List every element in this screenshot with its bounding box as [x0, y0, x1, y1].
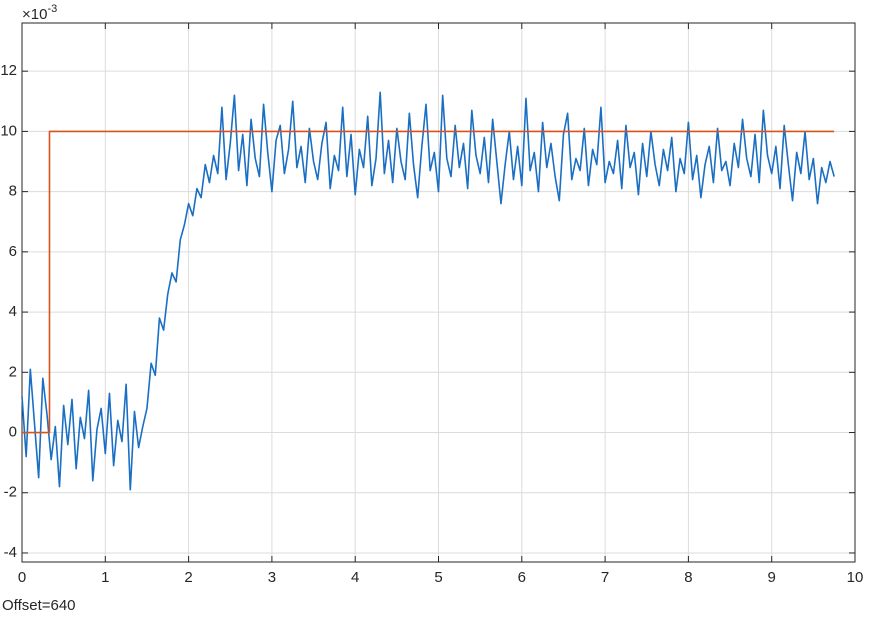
x-tick-label: 4	[351, 569, 359, 586]
y-multiplier: ×10-3	[22, 3, 57, 23]
multiplier-exponent: -3	[47, 3, 57, 15]
x-tick-label: 1	[101, 569, 109, 586]
x-tick-label: 3	[268, 569, 276, 586]
y-tick-label: 12	[0, 62, 17, 79]
x-tick-label: 9	[768, 569, 776, 586]
y-tick-label: -2	[4, 484, 17, 501]
y-tick-label: 2	[9, 363, 17, 380]
y-tick-label: 4	[9, 303, 17, 320]
y-tick-label: -4	[4, 544, 17, 561]
x-tick-label: 10	[847, 569, 864, 586]
x-tick-label: 2	[184, 569, 192, 586]
y-tick-label: 8	[9, 183, 17, 200]
offset-label: Offset=640	[2, 597, 76, 614]
series-line	[21, 91, 835, 491]
multiplier-base: ×10	[22, 6, 47, 23]
x-tick-label: 0	[18, 569, 26, 586]
x-tick-label: 6	[518, 569, 526, 586]
plot-frame	[21, 22, 856, 563]
y-tick-label: 0	[9, 423, 17, 440]
x-tick-label: 7	[601, 569, 609, 586]
y-tick-label: 10	[0, 122, 17, 139]
x-tick-label: 8	[684, 569, 692, 586]
x-tick-label: 5	[434, 569, 442, 586]
y-tick-label: 6	[9, 243, 17, 260]
series-line	[22, 130, 835, 434]
